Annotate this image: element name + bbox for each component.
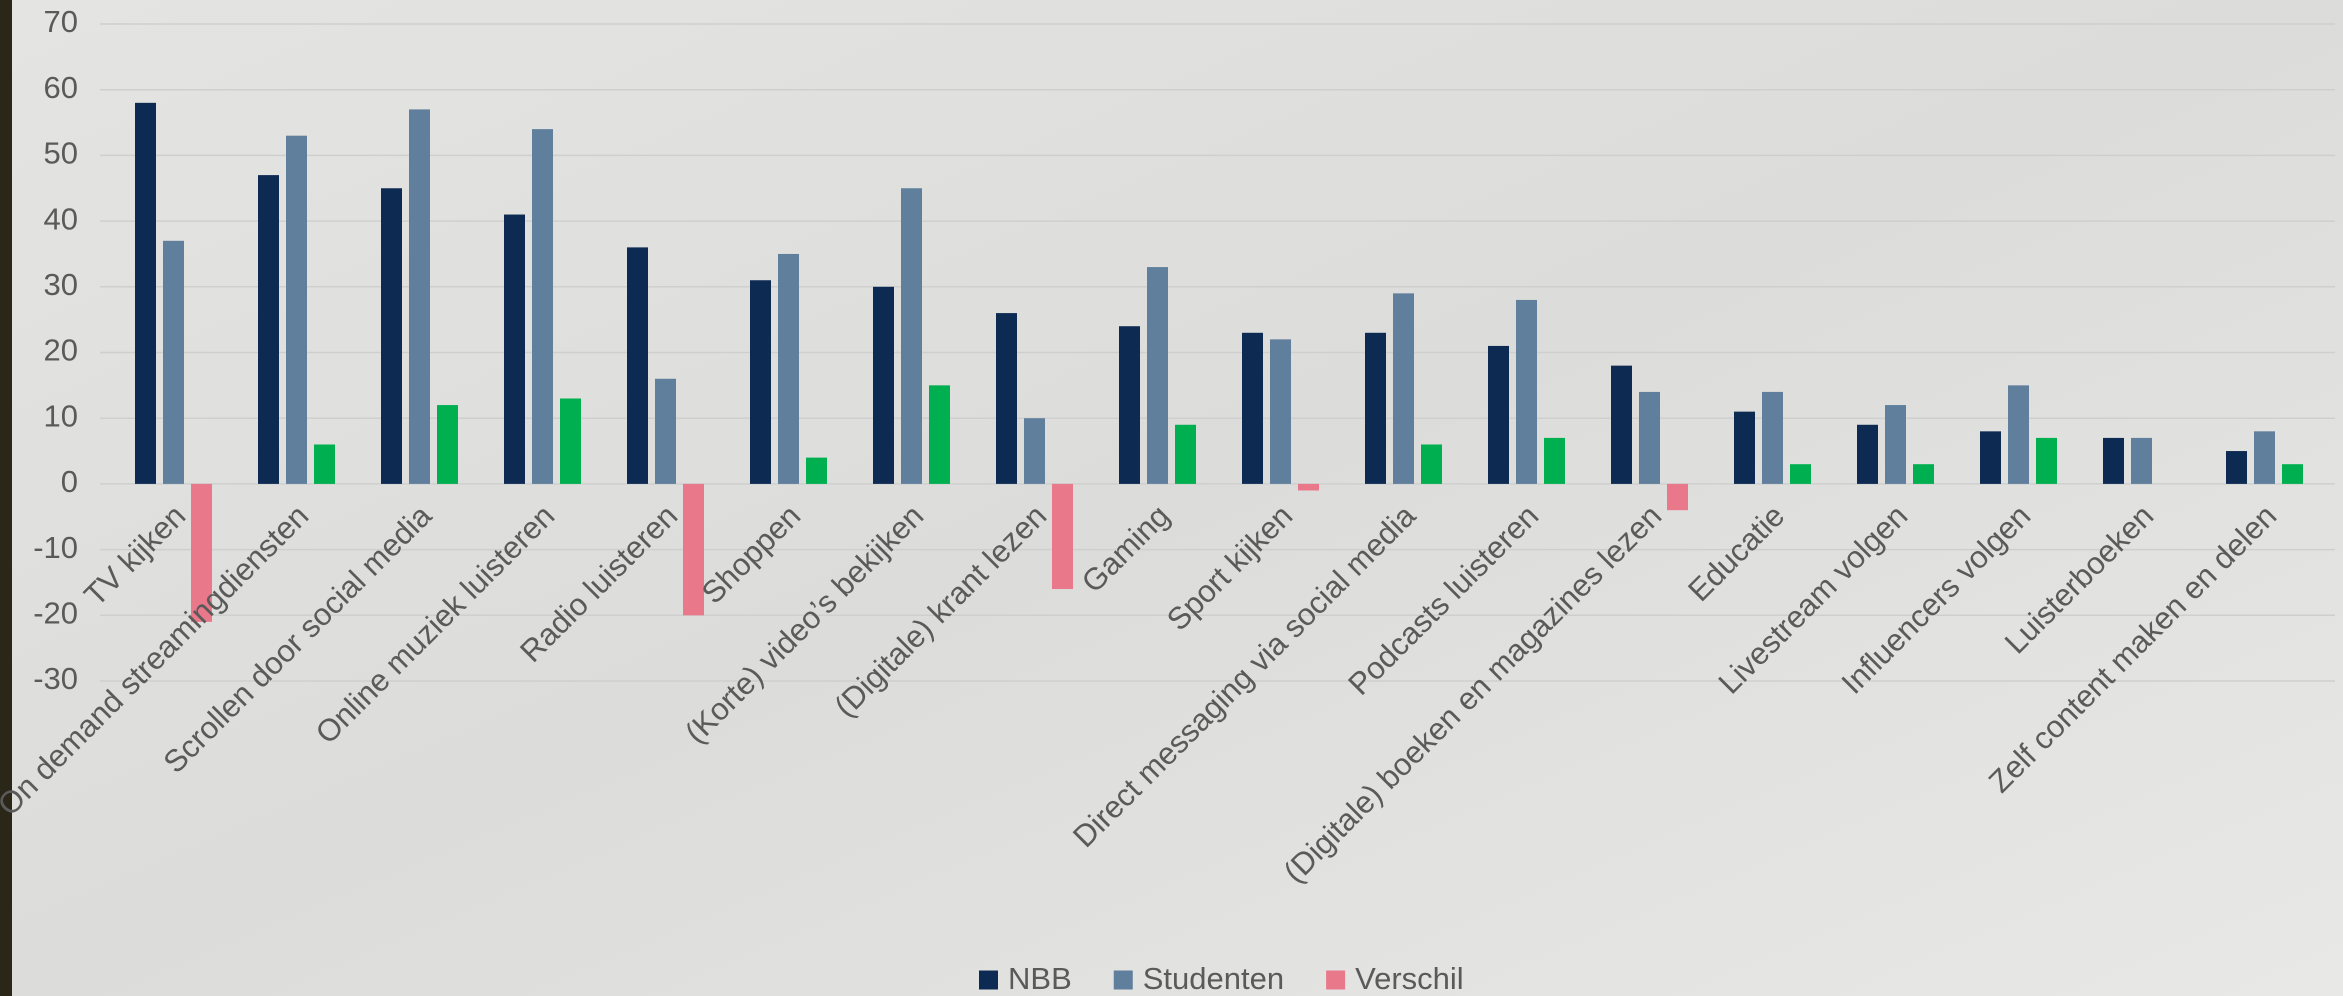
bar bbox=[1270, 339, 1291, 484]
bar bbox=[1024, 418, 1045, 484]
bar bbox=[1421, 444, 1442, 483]
bar bbox=[1667, 484, 1688, 510]
bar bbox=[560, 398, 581, 483]
legend-swatch bbox=[1114, 971, 1133, 990]
background-edge bbox=[0, 0, 12, 996]
bar bbox=[683, 484, 704, 615]
bar bbox=[1393, 293, 1414, 484]
y-tick-label: 40 bbox=[44, 201, 78, 236]
bar bbox=[1052, 484, 1073, 589]
bar bbox=[163, 241, 184, 484]
legend-swatch bbox=[979, 971, 998, 990]
chart: -30-20-10010203040506070TV kijkenOn dema… bbox=[0, 0, 2343, 996]
legend-label: NBB bbox=[1008, 961, 1072, 996]
bar bbox=[1488, 346, 1509, 484]
bar bbox=[437, 405, 458, 484]
bar bbox=[873, 287, 894, 484]
bar bbox=[806, 458, 827, 484]
bar bbox=[996, 313, 1017, 484]
legend-swatch bbox=[1326, 971, 1345, 990]
bar bbox=[1544, 438, 1565, 484]
bar bbox=[409, 109, 430, 483]
y-tick-label: 70 bbox=[44, 4, 78, 39]
bar bbox=[1639, 392, 1660, 484]
bar bbox=[1119, 326, 1140, 484]
y-tick-label: 30 bbox=[44, 267, 78, 302]
bar bbox=[901, 188, 922, 484]
legend-label: Verschil bbox=[1355, 961, 1464, 996]
bar bbox=[1857, 425, 1878, 484]
bar bbox=[1762, 392, 1783, 484]
bar bbox=[258, 175, 279, 484]
bar bbox=[1516, 300, 1537, 484]
y-tick-label: 60 bbox=[44, 70, 78, 105]
bar bbox=[2282, 464, 2303, 484]
bar bbox=[2103, 438, 2124, 484]
bar bbox=[1147, 267, 1168, 484]
bar bbox=[1365, 333, 1386, 484]
bar bbox=[2254, 431, 2275, 484]
bar bbox=[1298, 484, 1319, 491]
bar bbox=[532, 129, 553, 484]
bar bbox=[2008, 385, 2029, 484]
bar bbox=[504, 215, 525, 484]
bar bbox=[627, 247, 648, 484]
bar bbox=[381, 188, 402, 484]
y-tick-label: 50 bbox=[44, 136, 78, 171]
legend-label: Studenten bbox=[1143, 961, 1284, 996]
bar bbox=[1734, 412, 1755, 484]
bar bbox=[1885, 405, 1906, 484]
bar bbox=[314, 444, 335, 483]
bar bbox=[286, 136, 307, 484]
y-tick-label: 10 bbox=[44, 398, 78, 433]
y-tick-label: -20 bbox=[33, 595, 78, 630]
bar bbox=[1611, 366, 1632, 484]
bar bbox=[135, 103, 156, 484]
bar bbox=[2226, 451, 2247, 484]
bar bbox=[655, 379, 676, 484]
background bbox=[0, 0, 2343, 996]
bar bbox=[2036, 438, 2057, 484]
bar bbox=[2131, 438, 2152, 484]
y-tick-label: -10 bbox=[33, 530, 78, 565]
bar bbox=[929, 385, 950, 484]
bar bbox=[1242, 333, 1263, 484]
page: {"chart_data": { "type": "bar", "categor… bbox=[0, 0, 2343, 996]
y-tick-label: 20 bbox=[44, 333, 78, 368]
bar bbox=[1980, 431, 2001, 484]
y-tick-label: -30 bbox=[33, 661, 78, 696]
bar bbox=[778, 254, 799, 484]
bar bbox=[1913, 464, 1934, 484]
bar bbox=[1175, 425, 1196, 484]
y-tick-label: 0 bbox=[61, 464, 78, 499]
bar bbox=[1790, 464, 1811, 484]
bar bbox=[750, 280, 771, 484]
